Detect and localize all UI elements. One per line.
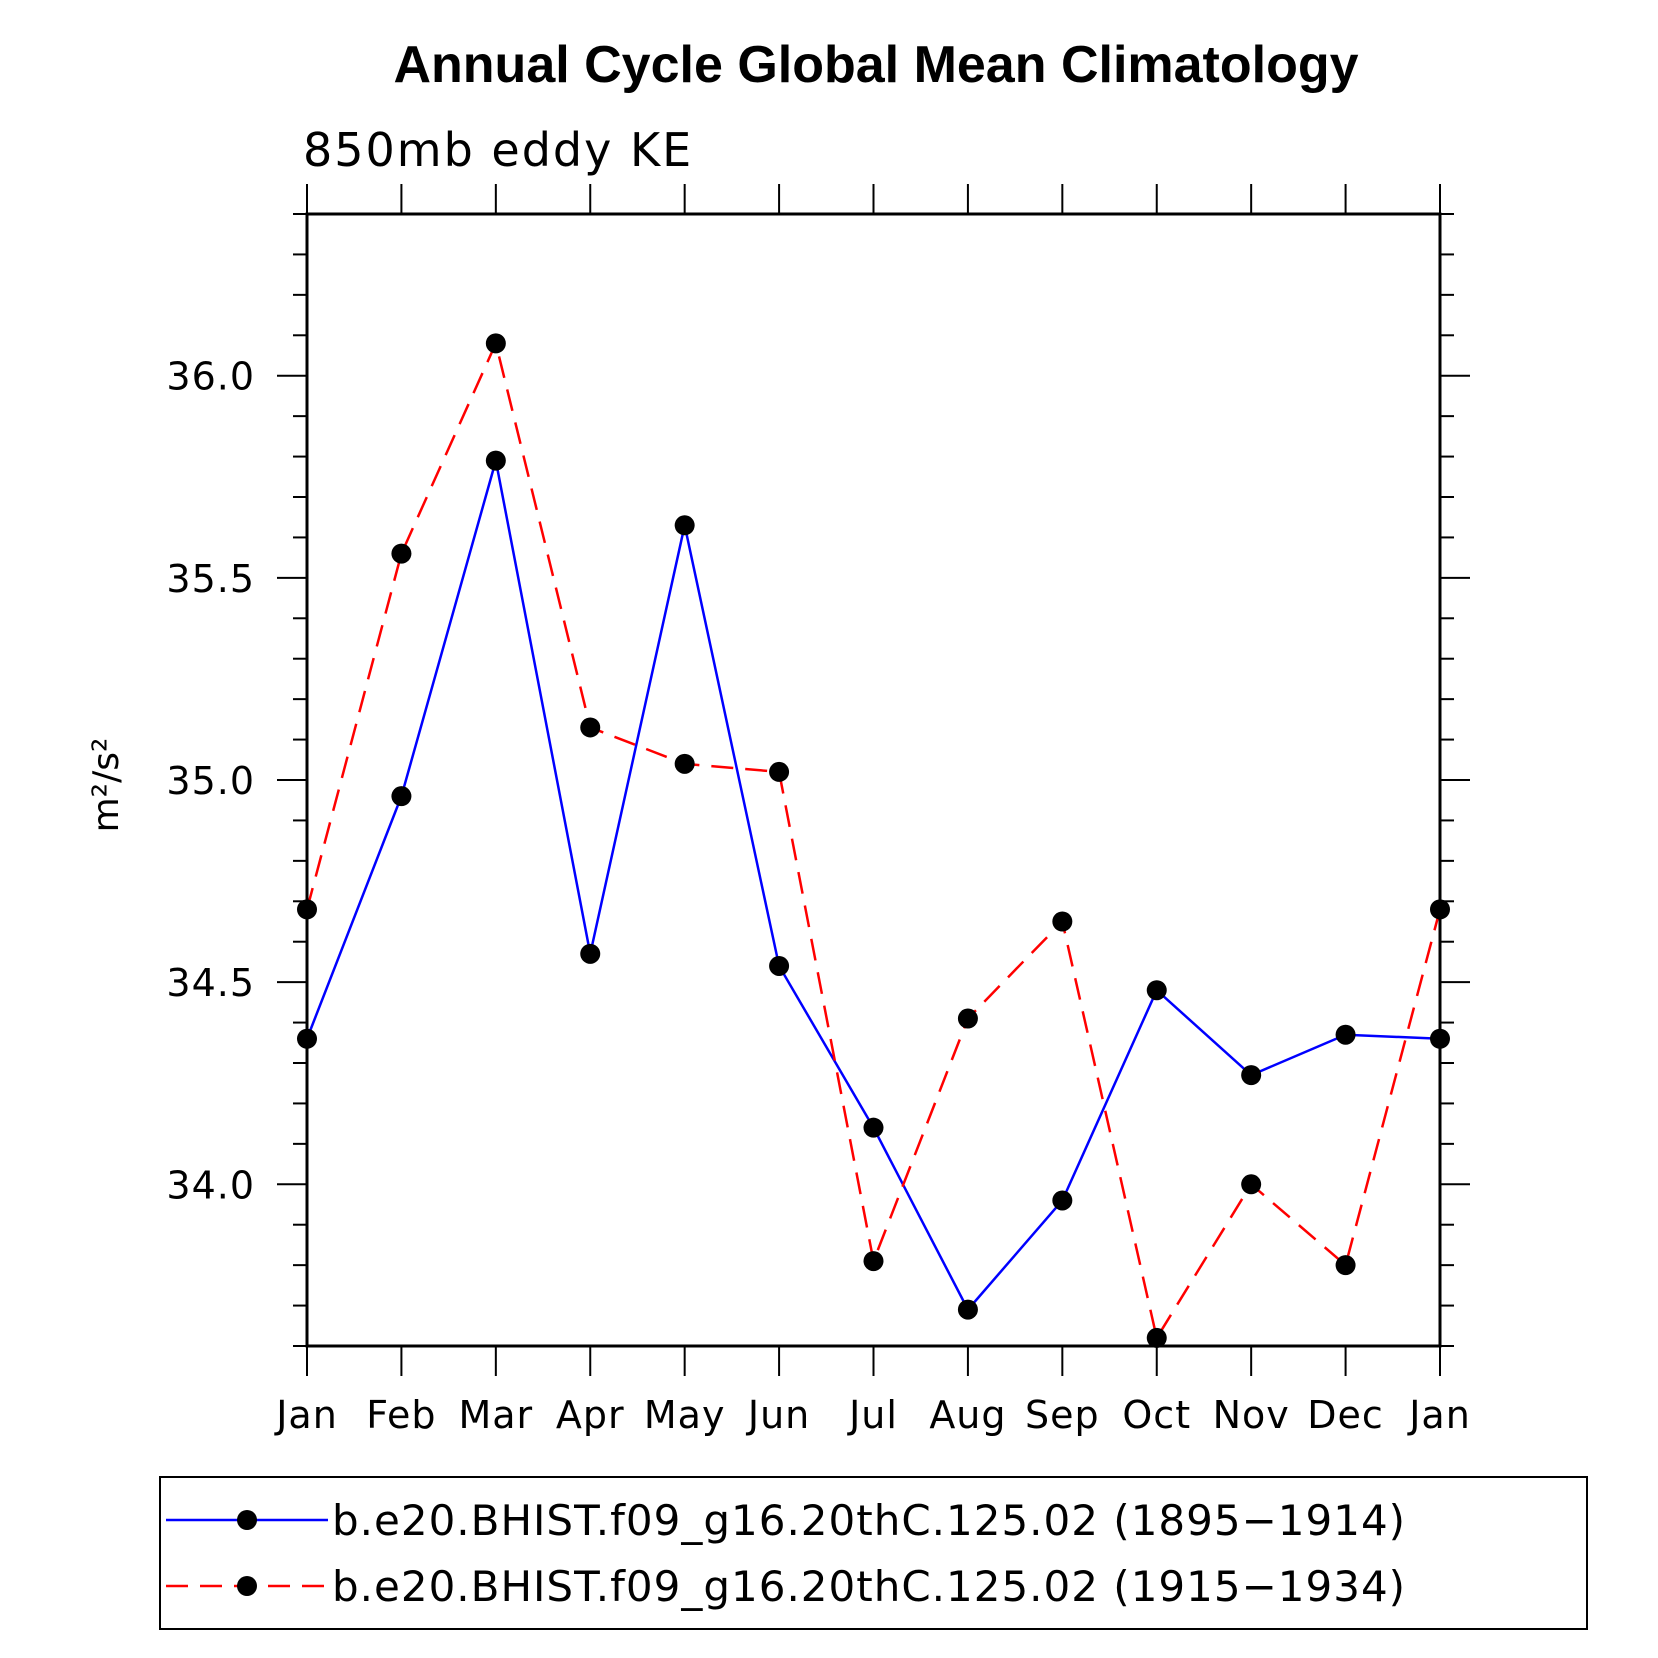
y-tick-label: 36.0 <box>166 355 255 399</box>
axis-frame <box>305 212 1442 1348</box>
y-tick-labels: 34.0 34.5 35.0 35.5 36.0 <box>166 355 255 1208</box>
y-tick-label: 35.0 <box>166 759 255 803</box>
data-point-s2 <box>769 761 790 782</box>
x-tick-label: Jul <box>847 1393 898 1437</box>
data-point-s1 <box>769 955 790 976</box>
data-point-s2 <box>485 333 506 354</box>
legend-box <box>159 1476 1588 1630</box>
data-point-s2 <box>580 717 601 738</box>
x-tick-label: Apr <box>556 1393 625 1437</box>
x-tick-label: Aug <box>929 1393 1006 1437</box>
y-tick-label: 34.0 <box>166 1163 255 1207</box>
data-point-s2 <box>1241 1174 1262 1195</box>
legend-label-2: b.e20.BHIST.f09_g16.20thC.125.02 (1915−1… <box>332 1562 1406 1611</box>
data-point-s1 <box>674 515 695 536</box>
x-tick-label: Sep <box>1025 1393 1100 1437</box>
x-tick-label: Jan <box>1407 1393 1471 1437</box>
data-point-s2 <box>957 1008 978 1029</box>
legend-label-1: b.e20.BHIST.f09_g16.20thC.125.02 (1895−1… <box>332 1496 1406 1545</box>
series-line-2 <box>305 339 1442 1342</box>
x-tick-label: Jan <box>274 1393 338 1437</box>
chart-title: Annual Cycle Global Mean Climatology <box>393 36 1358 94</box>
data-point-s2 <box>863 1251 884 1272</box>
plot-area-frame <box>305 212 1442 1348</box>
y-tick-label: 34.5 <box>166 961 255 1005</box>
data-point-s1 <box>1241 1065 1262 1086</box>
series-layer <box>297 333 1450 1348</box>
data-point-s1 <box>863 1117 884 1138</box>
chart-subtitle: 850mb eddy KE <box>303 123 693 177</box>
data-point-s2 <box>674 753 695 774</box>
y-tick-label: 35.5 <box>166 557 255 601</box>
x-tick-label: Feb <box>366 1393 436 1437</box>
data-point-s1 <box>580 943 601 964</box>
x-tick-label: Dec <box>1307 1393 1384 1437</box>
data-point-s2 <box>1335 1255 1356 1276</box>
data-point-s1 <box>1335 1024 1356 1045</box>
x-tick-label: Jun <box>746 1393 810 1437</box>
data-point-s2 <box>391 543 412 564</box>
legend: b.e20.BHIST.f09_g16.20thC.125.02 (1895−1… <box>159 1476 1588 1630</box>
axis-ticks <box>277 184 1470 1376</box>
x-tick-labels: Jan Feb Mar Apr May Jun Jul Aug Sep Oct Nov Dec Jan <box>274 1393 1471 1437</box>
legend-marker-1 <box>237 1510 257 1530</box>
legend-marker-2 <box>237 1576 257 1596</box>
x-tick-label: Nov <box>1213 1393 1290 1437</box>
data-point-s2 <box>1146 1327 1167 1348</box>
series-line-1 <box>305 460 1441 1312</box>
data-point-s1 <box>1146 980 1167 1001</box>
data-point-s1 <box>1052 1190 1073 1211</box>
x-tick-label: Oct <box>1122 1393 1191 1437</box>
data-point-s2 <box>1052 911 1073 932</box>
y-axis-label: m²/s² <box>86 738 127 833</box>
data-point-s1 <box>391 786 412 807</box>
data-point-s1 <box>485 450 506 471</box>
x-tick-label: May <box>644 1393 726 1437</box>
data-point-s1 <box>957 1299 978 1320</box>
x-tick-label: Mar <box>458 1393 533 1437</box>
